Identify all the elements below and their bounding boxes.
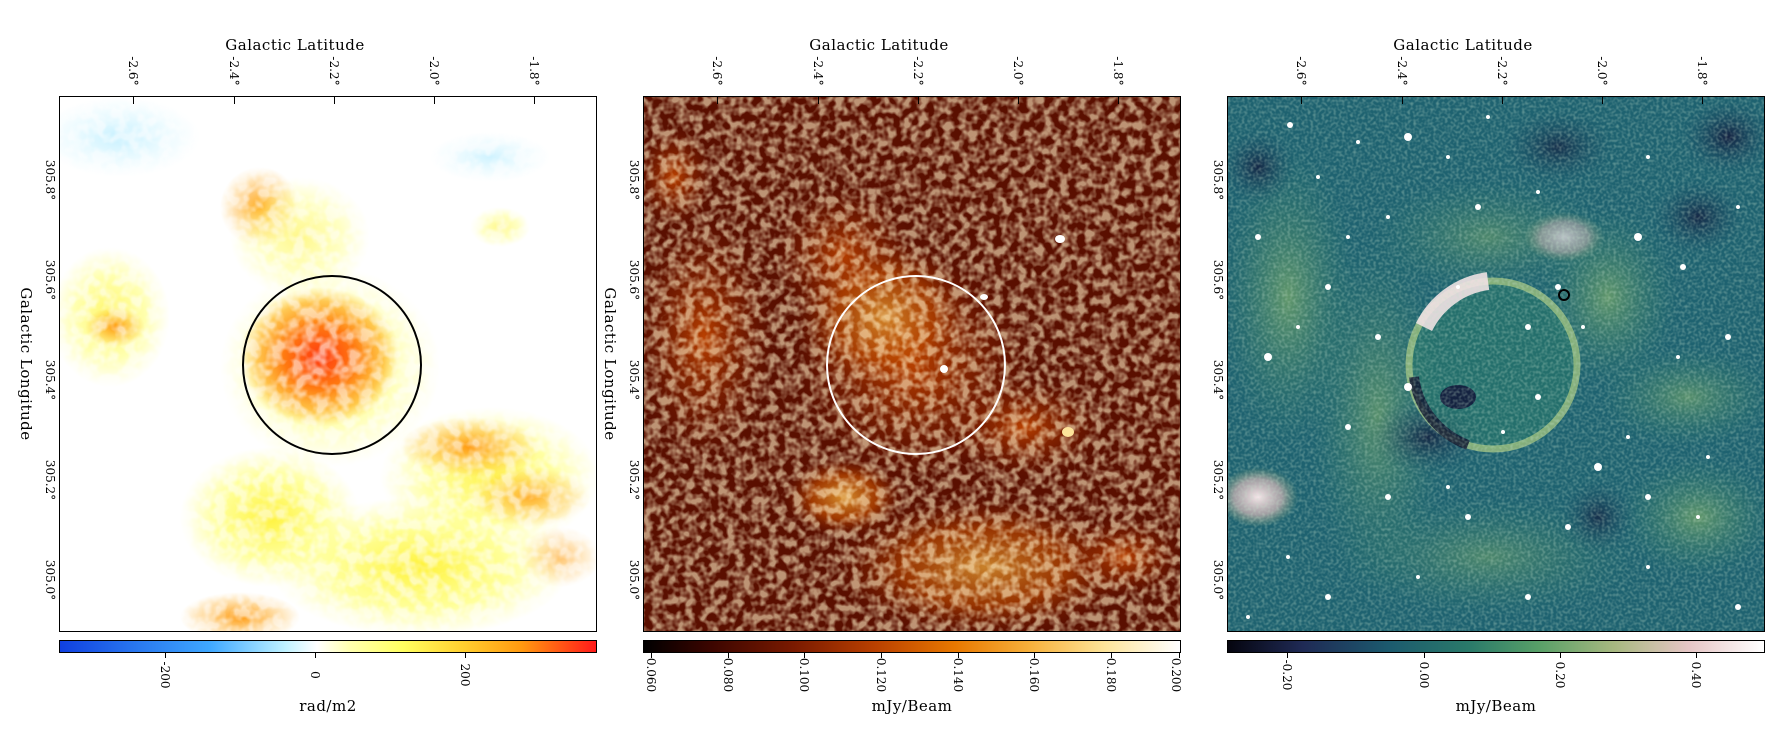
colorbar-tickmark (1287, 653, 1288, 658)
region-circle (826, 275, 1006, 455)
lat-tick: -2.0° (1011, 56, 1025, 86)
lat-tick: -2.0° (427, 56, 441, 86)
lat-tickmark (1702, 96, 1703, 104)
rm-colorbar (59, 640, 597, 653)
colorbar-tick: 0.00 (1417, 661, 1431, 689)
lat-tick: -2.2° (911, 56, 925, 86)
colorbar-tick: 0.140 (951, 657, 965, 693)
colorbar-tick: 0.080 (721, 657, 735, 693)
lat-tick: -2.4° (227, 56, 241, 86)
lon-tick: 305.4° (627, 359, 641, 401)
pi-panel: Galactic Latitude -2.6° -2.4° -2.2° -2.0… (584, 0, 1183, 729)
region-circle (242, 275, 422, 455)
lon-tick: 305.8° (627, 159, 641, 201)
colorbar-tickmark (881, 653, 882, 658)
colorbar-tick: 200 (458, 663, 472, 687)
lon-tick: 305.6° (43, 259, 57, 301)
colorbar-tickmark (1111, 653, 1112, 658)
lat-tickmark (234, 96, 235, 104)
colorbar-tick: -200 (158, 661, 172, 689)
lon-tick: 305.4° (43, 359, 57, 401)
lat-tickmark (1402, 96, 1403, 104)
colorbar-tickmark (315, 653, 316, 658)
lat-tick: -2.4° (1395, 56, 1409, 86)
lat-tickmark (1301, 96, 1302, 104)
colorbar-tickmark (804, 653, 805, 658)
colorbar-tickmark (1179, 653, 1180, 658)
colorbar-tickmark (1560, 653, 1561, 658)
lon-tick: 305.0° (1211, 559, 1225, 601)
colorbar-tickmark (728, 653, 729, 658)
rm-panel: Galactic Latitude -2.6° -2.4° -2.2° -2.0… (0, 0, 597, 729)
lat-tickmark (1018, 96, 1019, 104)
stokes-i-image (1227, 96, 1765, 632)
longitude-axis-title: Galactic Longitude (17, 287, 35, 441)
lat-tickmark (434, 96, 435, 104)
lat-tick: -2.4° (811, 56, 825, 86)
pi-image (643, 96, 1181, 632)
colorbar-tick: 0.120 (874, 657, 888, 693)
stokes-i-colorbar (1227, 640, 1765, 653)
colorbar-tick: 0 (308, 671, 322, 679)
colorbar-unit: rad/m2 (299, 697, 357, 715)
lat-tick: -2.0° (1595, 56, 1609, 86)
colorbar-tickmark (1424, 653, 1425, 658)
lat-tick: -1.8° (1111, 56, 1125, 86)
colorbar-tickmark (1696, 653, 1697, 658)
lat-tick: -1.8° (1695, 56, 1709, 86)
lat-tickmark (534, 96, 535, 104)
rm-map-svg (60, 97, 596, 631)
colorbar-tick: 0.20 (1553, 661, 1567, 689)
colorbar-tickmark (958, 653, 959, 658)
lon-tick: 305.4° (1211, 359, 1225, 401)
colorbar-tick: 0.160 (1027, 657, 1041, 693)
lon-tick: 305.2° (627, 459, 641, 501)
pi-map-svg (644, 97, 1180, 631)
lon-tick: 305.0° (43, 559, 57, 601)
lon-tick: 305.6° (627, 259, 641, 301)
lat-tick: -2.6° (1294, 56, 1308, 86)
colorbar-tick: 0.100 (797, 657, 811, 693)
lat-tick: -2.2° (1495, 56, 1509, 86)
colorbar-tick: -0.20 (1280, 659, 1294, 691)
colorbar-unit: mJy/Beam (1455, 697, 1537, 715)
lon-tick: 305.8° (43, 159, 57, 201)
lon-tick: 305.2° (1211, 459, 1225, 501)
lat-tick: -2.2° (327, 56, 341, 86)
lat-tickmark (818, 96, 819, 104)
lat-tickmark (1118, 96, 1119, 104)
colorbar-tickmark (651, 653, 652, 658)
colorbar-unit: mJy/Beam (871, 697, 953, 715)
lon-tick: 305.0° (627, 559, 641, 601)
latitude-axis-title: Galactic Latitude (225, 36, 365, 54)
latitude-axis-title: Galactic Latitude (809, 36, 949, 54)
latitude-axis-title: Galactic Latitude (1393, 36, 1533, 54)
stokes-i-map-svg (1228, 97, 1764, 631)
colorbar-tickmark (465, 653, 466, 658)
lat-tickmark (133, 96, 134, 104)
lat-tickmark (918, 96, 919, 104)
lat-tick: -2.6° (710, 56, 724, 86)
colorbar-tickmark (1034, 653, 1035, 658)
lat-tickmark (334, 96, 335, 104)
stokes-i-panel: Galactic Latitude -2.6° -2.4° -2.2° -2.0… (1168, 0, 1765, 729)
rm-image (59, 96, 597, 632)
lon-tick: 305.8° (1211, 159, 1225, 201)
pi-colorbar (643, 640, 1181, 653)
colorbar-tick: 0.180 (1104, 657, 1118, 693)
colorbar-tick: 0.060 (644, 657, 658, 693)
point-sources (1246, 115, 1741, 619)
lat-tickmark (1502, 96, 1503, 104)
lat-tick: -2.6° (126, 56, 140, 86)
colorbar-tickmark (165, 653, 166, 658)
longitude-axis-title: Galactic Longitude (601, 287, 619, 441)
lat-tickmark (717, 96, 718, 104)
colorbar-tick: 0.40 (1689, 661, 1703, 689)
lat-tick: -1.8° (527, 56, 541, 86)
lat-tickmark (1602, 96, 1603, 104)
lon-tick: 305.6° (1211, 259, 1225, 301)
lon-tick: 305.2° (43, 459, 57, 501)
